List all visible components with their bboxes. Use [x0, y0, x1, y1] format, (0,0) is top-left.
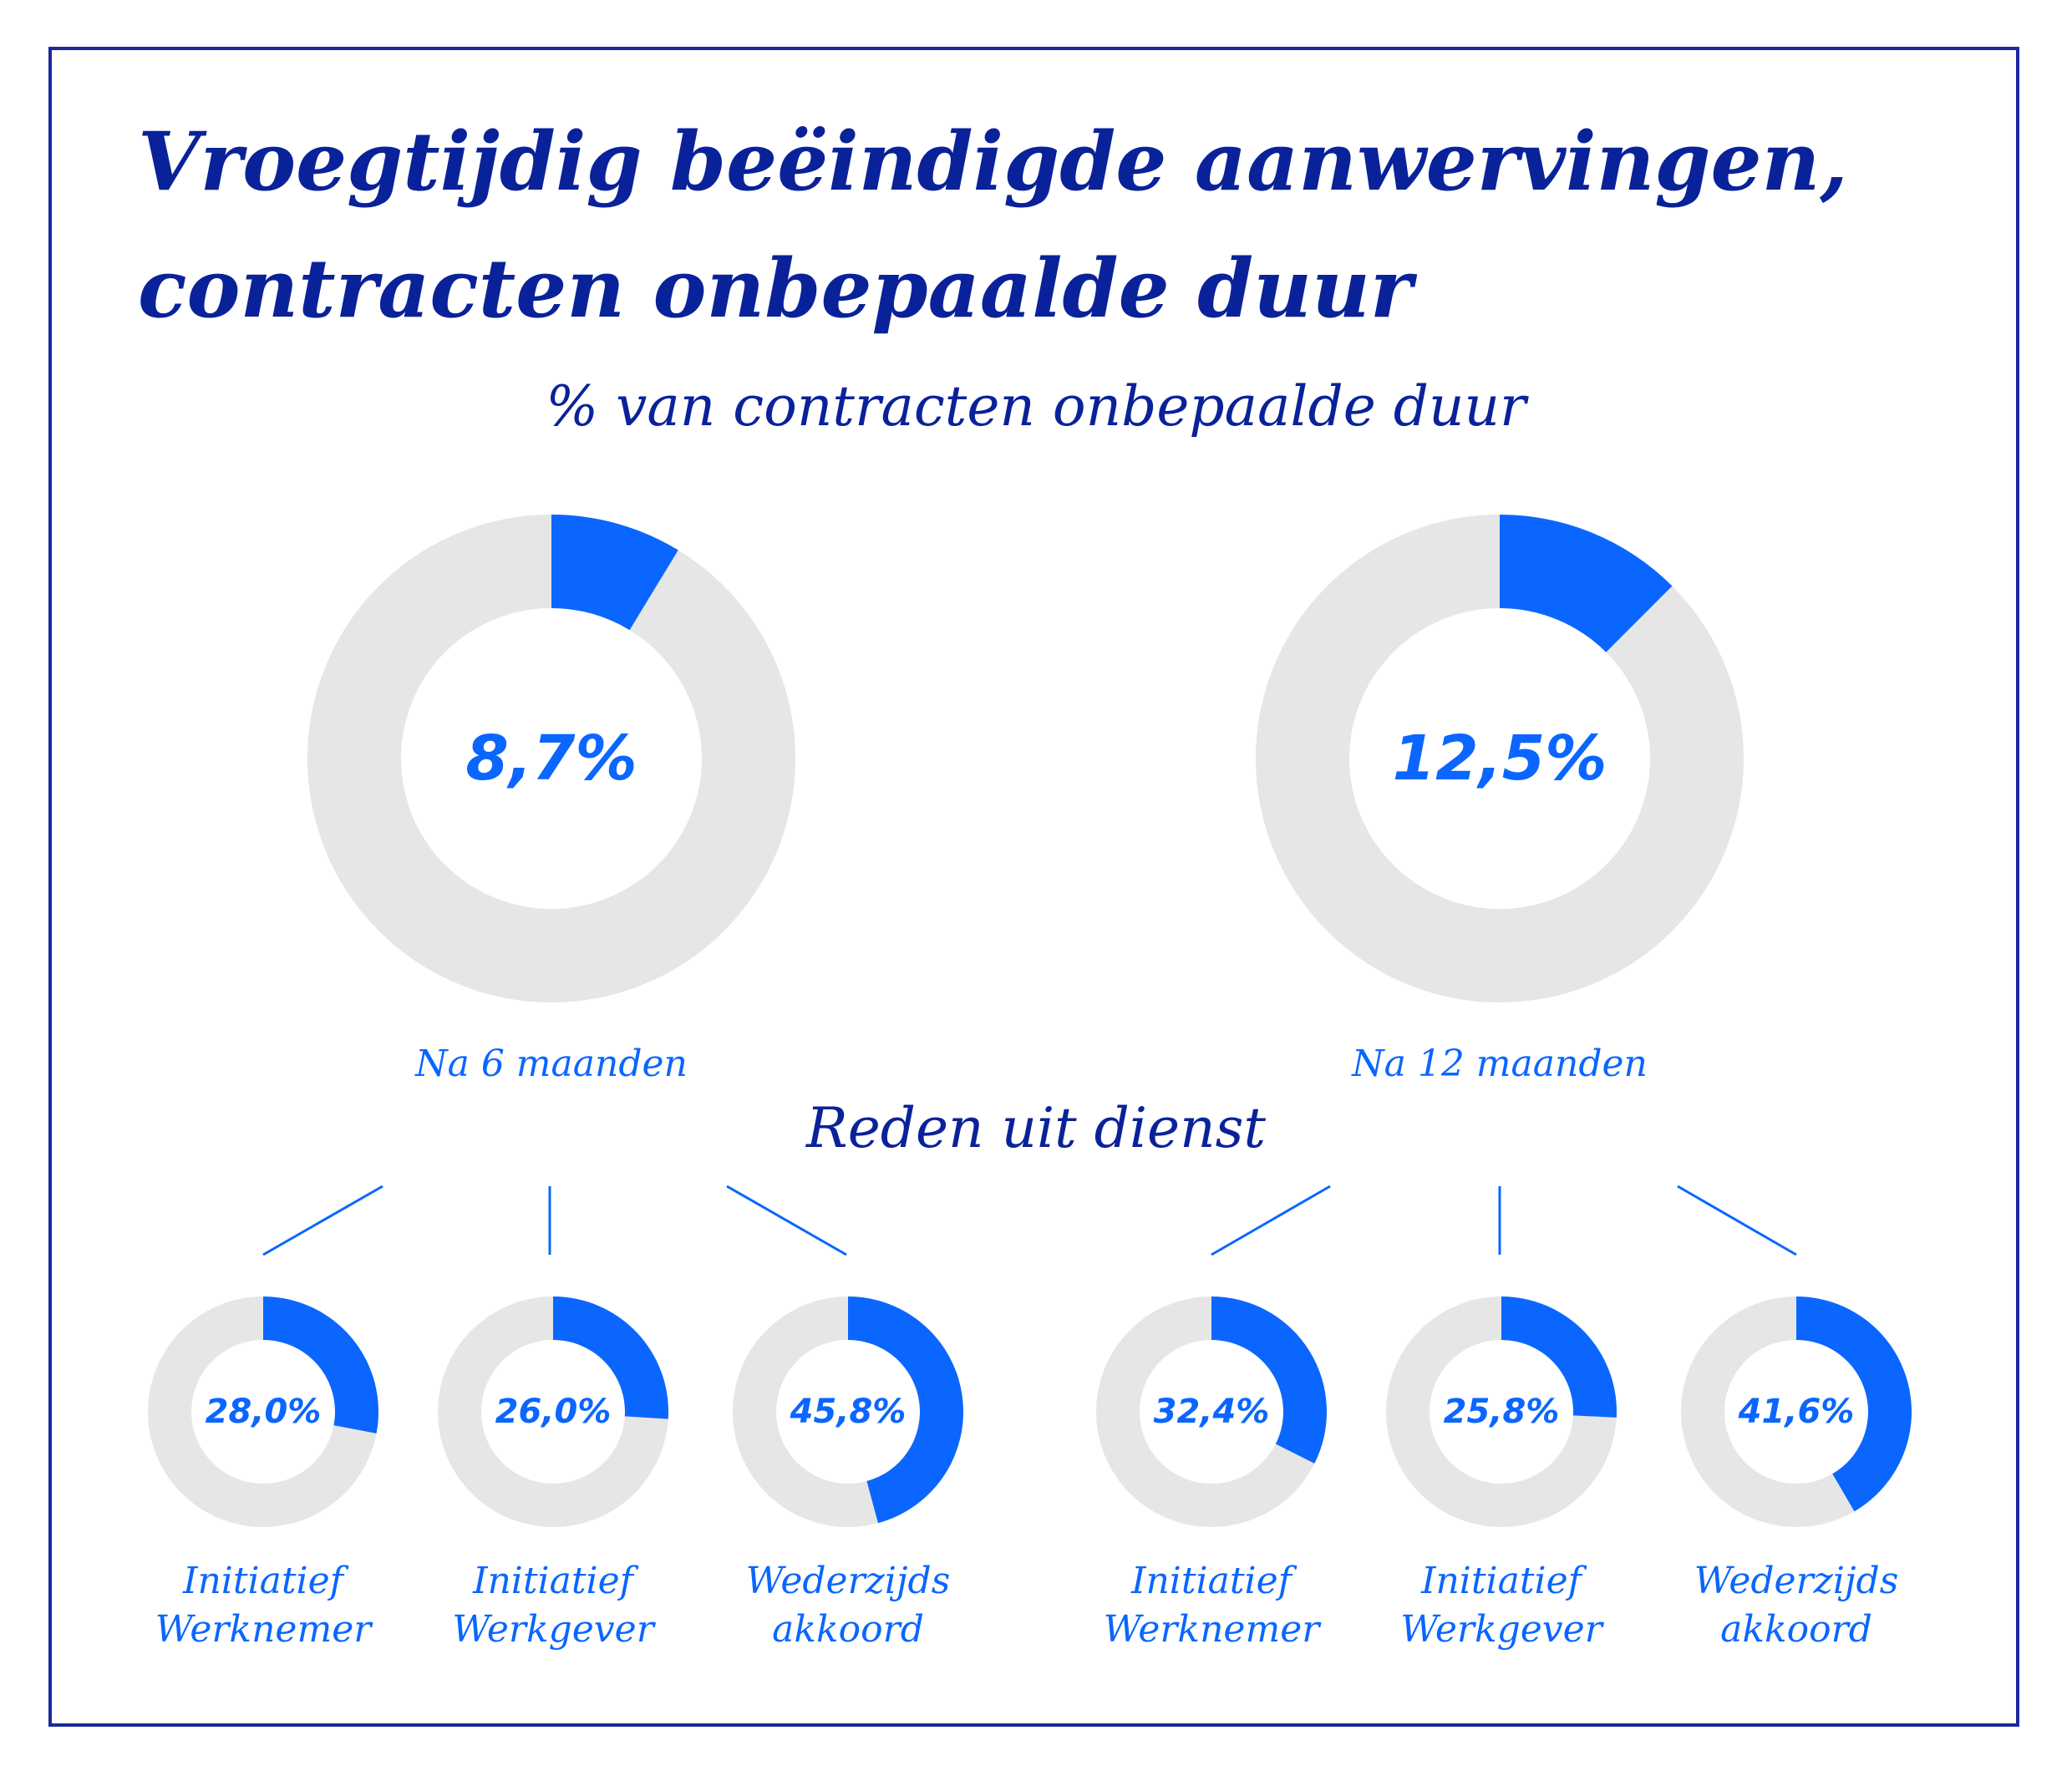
reason-donut-6-label: Wederzijds akkoord — [1587, 1557, 2005, 1654]
outer-frame — [48, 47, 2019, 1727]
main-donut-2-slice — [1500, 515, 1673, 652]
reason-donut-5-label-line-2: Werkgever — [1400, 1608, 1602, 1651]
reason-donut-3-label-line-2: akkoord — [772, 1608, 924, 1651]
reason-donut-1-label: Initiatief Werknemer — [54, 1557, 472, 1654]
reason-donut-4-label: Initiatief Werknemer — [1003, 1557, 1420, 1654]
page-title: Vroegtijdig beëindigde aanwervingen, con… — [138, 99, 1976, 353]
reason-donut-4-value: 32,4% — [1154, 1393, 1270, 1431]
reason-donut-1-label-line-1: Initiatief — [183, 1560, 343, 1602]
connector-line-3 — [726, 1185, 847, 1256]
reason-donut-3-label: Wederzijds akkoord — [639, 1557, 1057, 1654]
main-donut-1-slice — [551, 515, 678, 631]
reason-donut-3-label-line-1: Wederzijds — [745, 1560, 951, 1602]
reason-donut-4-slice — [1211, 1296, 1327, 1464]
title-line-1: Vroegtijdig beëindigde aanwervingen, — [138, 114, 1848, 209]
main-donut-1-value: 8,7% — [465, 723, 637, 794]
reason-donut-2-label-line-1: Initiatief — [473, 1560, 633, 1602]
reason-donut-4-label-line-1: Initiatief — [1131, 1560, 1292, 1602]
connector-line-4 — [1211, 1185, 1331, 1256]
reason-donut-6-value: 41,6% — [1738, 1393, 1855, 1431]
reason-donut-2-value: 26,0% — [495, 1393, 612, 1431]
reason-donut-2-label: Initiatief Werkgever — [344, 1557, 762, 1654]
title-line-2: contracten onbepaalde duur — [138, 241, 1413, 336]
main-donut-label-1: Na 6 maanden — [343, 1040, 760, 1088]
reason-donut-3-slice — [848, 1296, 963, 1524]
reason-donut-3-value: 45,8% — [790, 1393, 906, 1431]
reasons-title: Reden uit dienst — [806, 1096, 1266, 1160]
reason-donut-1-label-line-2: Werknemer — [155, 1608, 372, 1651]
connector-line-1 — [262, 1185, 383, 1256]
main-donut-2-value: 12,5% — [1393, 723, 1607, 794]
reason-donut-4-label-line-2: Werknemer — [1103, 1608, 1320, 1651]
main-donut-label-2-line-1: Na 12 maanden — [1352, 1043, 1648, 1085]
reason-donut-5-slice — [1501, 1296, 1617, 1418]
reason-donut-5-value: 25,8% — [1444, 1393, 1560, 1431]
reason-donut-5-label: Initiatief Werkgever — [1292, 1557, 1710, 1654]
reason-donut-1-slice — [263, 1296, 378, 1433]
reason-donut-6-label-line-1: Wederzijds — [1694, 1560, 1899, 1602]
reason-donut-6-slice — [1796, 1296, 1912, 1512]
connector-line-6 — [1677, 1185, 1797, 1256]
main-donut-label-2: Na 12 maanden — [1291, 1040, 1709, 1088]
reason-donut-5-label-line-1: Initiatief — [1421, 1560, 1582, 1602]
chart-subtitle: % van contracten onbepaalde duur — [546, 374, 1526, 439]
reason-donut-2-label-line-2: Werkgever — [452, 1608, 654, 1651]
reason-donut-1-value: 28,0% — [206, 1393, 322, 1431]
reason-donut-6-label-line-2: akkoord — [1720, 1608, 1872, 1651]
reason-donut-2-slice — [553, 1296, 668, 1419]
main-donut-label-1-line-1: Na 6 maanden — [415, 1043, 688, 1085]
